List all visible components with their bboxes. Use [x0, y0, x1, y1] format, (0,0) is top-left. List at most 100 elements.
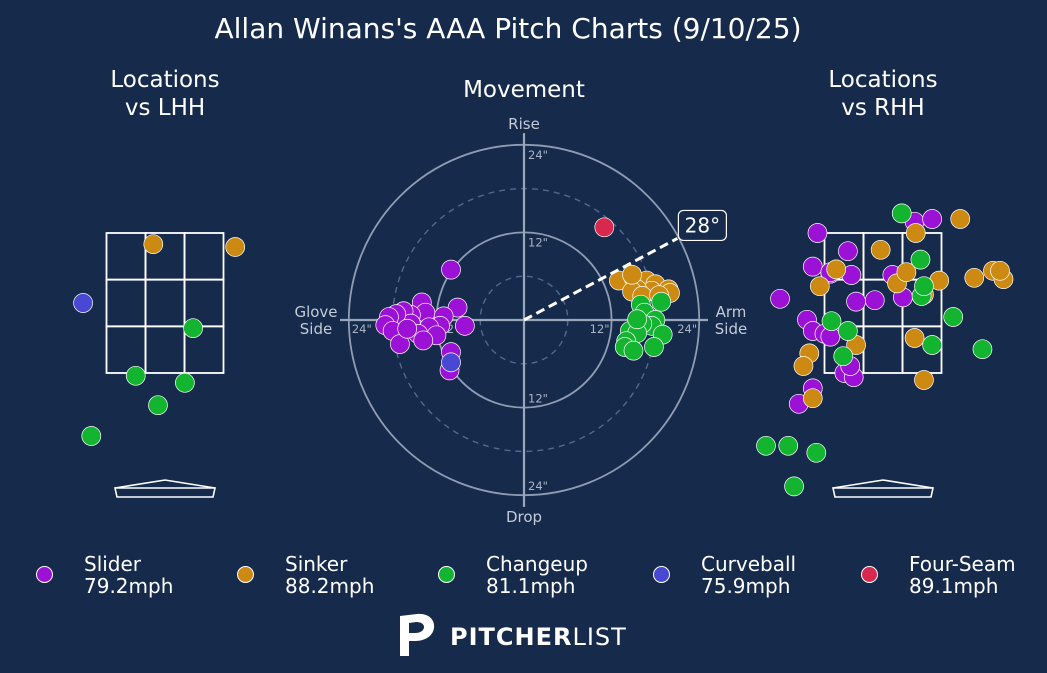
rhh-point-changeup-47 — [833, 346, 854, 367]
brand-name-bold: PITCHER — [450, 623, 573, 651]
rhh-point-sinker-34 — [990, 260, 1010, 281]
lhh-point-changeup-7 — [81, 426, 102, 446]
pitcherlist-logo: PITCHERLIST — [398, 612, 626, 658]
legend-marker-curveball — [653, 566, 670, 583]
rhh-point-changeup-49 — [922, 335, 942, 355]
rhh-point-sinker-37 — [793, 356, 814, 376]
movement-label-glove-side: Side — [300, 320, 332, 338]
lhh-home-plate-point — [114, 479, 216, 489]
legend-speed-changeup: 81.1mph — [486, 574, 576, 598]
rhh-point-sinker-40 — [914, 370, 934, 390]
movement-tick-24-bottom: 24" — [528, 479, 548, 493]
rhh-point-changeup-45 — [821, 311, 842, 332]
rhh-point-slider-2 — [770, 288, 790, 309]
brand-name-light: LIST — [572, 623, 627, 651]
lhh-point-changeup-3 — [183, 318, 203, 339]
legend-speed-slider: 79.2mph — [84, 574, 174, 598]
rhh-point-sinker-26 — [896, 262, 917, 283]
legend-speed-sinker: 88.2mph — [285, 574, 375, 598]
rhh-point-changeup-44 — [910, 249, 931, 270]
lhh-point-changeup-5 — [175, 372, 195, 393]
legend-marker-changeup — [438, 566, 455, 583]
legend-speed-four-seam: 89.1mph — [909, 574, 999, 598]
movement-point-changeup-36 — [651, 291, 672, 312]
lhh-zone-cell-1-1 — [144, 278, 186, 328]
movement-tick-24-top: 24" — [528, 148, 548, 162]
legend-name-slider: Slider — [84, 552, 142, 576]
rhh-point-slider-1 — [838, 241, 858, 262]
rhh-point-sinker-27 — [905, 223, 926, 243]
rhh-title-line-1: Locations — [828, 67, 937, 93]
legend-marker-four-seam — [861, 566, 878, 583]
rhh-point-changeup-48 — [943, 307, 964, 327]
rhh-point-slider-5 — [846, 291, 866, 312]
rhh-point-slider-19 — [807, 223, 828, 243]
rhh-point-sinker-30 — [950, 209, 971, 229]
movement-panel: Movement 12"12"12" 12"24"24"24" 24" Rise D… — [294, 77, 747, 526]
lhh-point-sinker-0 — [143, 234, 164, 255]
rhh-zone-cell-2-1 — [862, 325, 904, 374]
rhh-point-slider-0 — [802, 256, 823, 277]
movement-point-slider-17 — [413, 330, 434, 351]
legend-name-curveball: Curveball — [701, 552, 797, 576]
movement-tick-12-right: 12" — [590, 322, 610, 336]
movement-point-curveball-23 — [441, 352, 461, 373]
movement-point-slider-22 — [397, 318, 418, 339]
lhh-point-curveball-2 — [73, 293, 93, 313]
lhh-zone-cell-1-0 — [105, 278, 147, 328]
lhh-home-plate — [114, 487, 216, 498]
movement-tick-12-top: 12" — [528, 235, 548, 249]
lhh-point-changeup-6 — [148, 395, 168, 416]
pitch-charts-svg: Allan Winans's AAA Pitch Charts (9/10/25… — [73, 12, 1014, 526]
lhh-title-line-2: vs LHH — [125, 95, 205, 121]
movement-label-rise: Rise — [508, 115, 540, 133]
rhh-point-sinker-24 — [870, 239, 891, 260]
legend-name-sinker: Sinker — [285, 552, 348, 576]
locations-vs-lhh-panel: Locations vs LHH — [73, 67, 246, 498]
rhh-point-changeup-55 — [756, 435, 776, 456]
movement-label-arm-side: Side — [715, 320, 747, 338]
arm-angle-badge — [677, 209, 728, 242]
rhh-point-changeup-52 — [806, 442, 827, 463]
lhh-zone-cell-2-1 — [144, 325, 186, 374]
rhh-point-sinker-22 — [809, 276, 830, 297]
movement-label-glove: Glove — [294, 303, 337, 321]
rhh-point-slider-6 — [864, 290, 885, 311]
lhh-zone-cell-2-2 — [183, 325, 225, 374]
legend-name-changeup: Changeup — [486, 552, 588, 576]
rhh-point-changeup-51 — [778, 435, 799, 456]
rhh-point-changeup-53 — [784, 476, 804, 497]
movement-tick-12-bottom: 12" — [528, 392, 548, 406]
movement-pitch-points — [375, 217, 680, 381]
lhh-zone-cell-0-2 — [183, 232, 225, 281]
lhh-title-line-1: Locations — [110, 67, 219, 93]
legend-marker-sinker — [237, 566, 254, 583]
rhh-home-plate — [832, 487, 934, 498]
rhh-point-changeup-41 — [891, 203, 912, 224]
movement-point-changeup-47 — [623, 340, 644, 361]
legend-marker-slider — [36, 566, 53, 583]
rhh-point-changeup-46 — [838, 321, 858, 341]
rhh-point-sinker-23 — [826, 259, 847, 280]
lhh-zone-cell-0-0 — [105, 232, 147, 281]
movement-tick-24-right: 24" — [677, 322, 697, 336]
pitcherlist-p-icon — [400, 613, 435, 656]
locations-vs-rhh-panel: Locations vs RHH — [756, 67, 1014, 498]
rhh-pitch-points — [756, 203, 1014, 497]
rhh-point-sinker-38 — [802, 388, 823, 409]
lhh-zone-cell-2-0 — [105, 325, 147, 374]
arm-angle-line — [523, 237, 679, 322]
rhh-home-plate-point — [832, 479, 934, 489]
pitch-legend: Slider 79.2mph Sinker 88.2mph Changeup 8… — [0, 550, 1047, 610]
lhh-point-sinker-1 — [225, 237, 246, 257]
rhh-point-sinker-39 — [904, 328, 925, 348]
movement-point-four-seam-0 — [594, 217, 615, 238]
movement-title: Movement — [463, 77, 585, 103]
legend-name-four-seam: Four-Seam — [909, 552, 1016, 576]
rhh-point-changeup-50 — [972, 339, 993, 360]
legend-speed-curveball: 75.9mph — [701, 574, 791, 598]
rhh-title-line-2: vs RHH — [841, 95, 924, 121]
movement-point-changeup-48 — [644, 337, 664, 357]
arm-angle-label: 28° — [685, 213, 720, 237]
